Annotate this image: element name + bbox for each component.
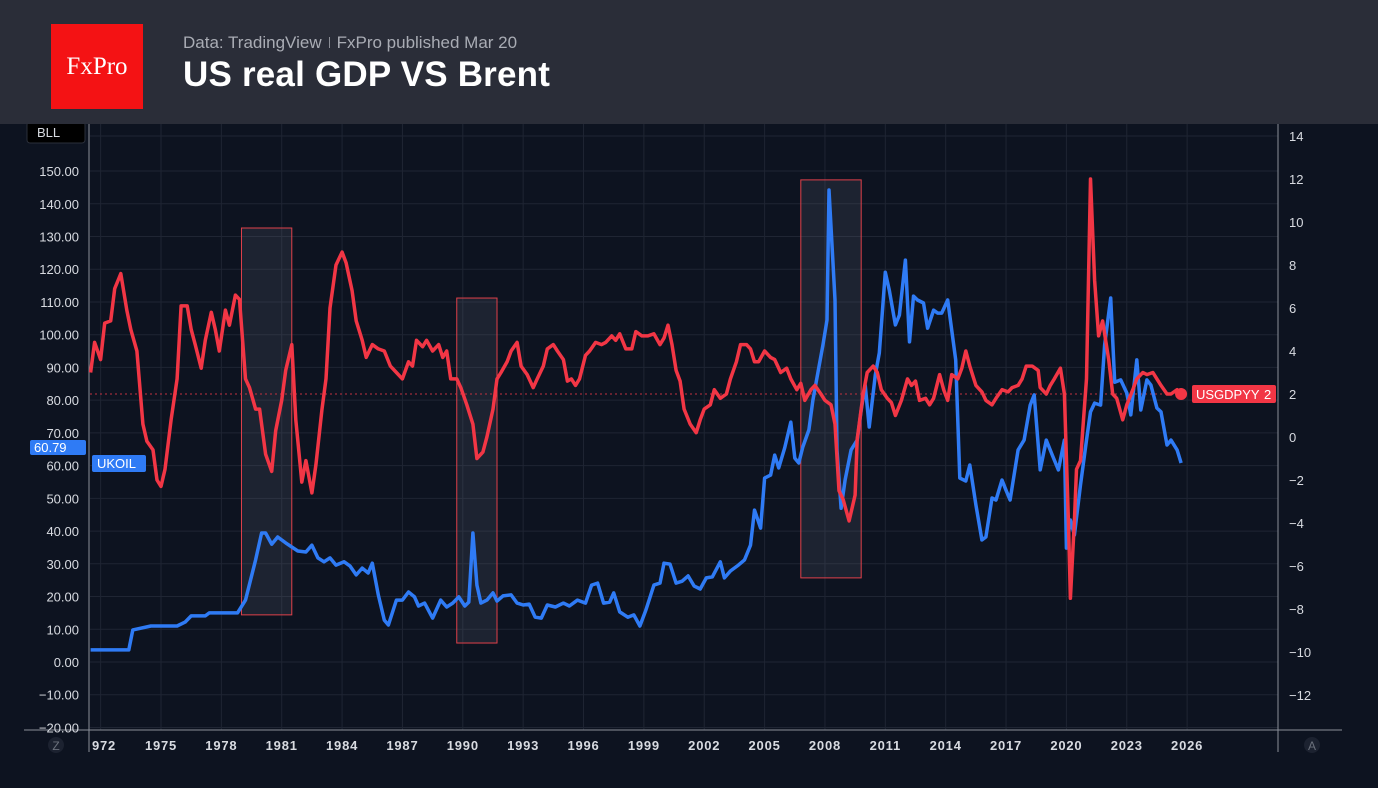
x-tick-label: 2026 xyxy=(1171,738,1203,753)
x-tick-label: 2011 xyxy=(870,738,901,753)
left-tick-label: 40.00 xyxy=(46,524,79,539)
axis-left-button[interactable]: Z xyxy=(48,737,64,753)
x-tick-label: 1987 xyxy=(386,738,418,753)
x-tick-label: 2014 xyxy=(930,738,962,753)
x-tick-label: 2008 xyxy=(809,738,841,753)
ukoil-name-box xyxy=(92,455,146,472)
x-tick-label: 1999 xyxy=(628,738,660,753)
left-tick-label: 90.00 xyxy=(46,360,79,375)
highlight-box xyxy=(240,227,293,616)
usgdpyy-line xyxy=(88,177,1183,601)
right-tick-label: −8 xyxy=(1289,602,1304,617)
button-bg xyxy=(48,737,64,753)
publisher: FxPro published Mar 20 xyxy=(336,33,518,52)
left-tick-label: 120.00 xyxy=(39,262,79,277)
x-tick-label: 1993 xyxy=(507,738,539,753)
left-tick-label: 150.00 xyxy=(39,164,79,179)
left-tick-label: 20.00 xyxy=(46,590,79,605)
right-tick-label: 6 xyxy=(1289,301,1296,316)
right-tick-label: 4 xyxy=(1289,344,1296,359)
right-tick-label: 10 xyxy=(1289,215,1303,230)
left-tick-label: 110.00 xyxy=(40,295,79,310)
divider xyxy=(328,37,330,48)
fxpro-logo: FxPro xyxy=(51,24,143,109)
right-tick-label: 8 xyxy=(1289,258,1296,273)
left-tick-label: 130.00 xyxy=(39,230,79,245)
right-tick-label: 14 xyxy=(1289,129,1303,144)
left-tick-label: 0.00 xyxy=(54,655,79,670)
usgdpyy-value: 2 xyxy=(1264,387,1271,402)
left-tick-label: 70.00 xyxy=(46,426,79,441)
chart-title: US real GDP VS Brent xyxy=(183,55,551,94)
x-tick-label: 972 xyxy=(92,738,116,753)
logo-text: FxPro xyxy=(66,52,128,80)
series-lines xyxy=(88,177,1190,652)
axis-unit-label: BLL xyxy=(37,125,60,140)
usgdpyy-last-point xyxy=(1175,388,1188,400)
usgdpyy-label-box xyxy=(1192,385,1276,403)
left-tick-label: 60.00 xyxy=(46,459,79,474)
left-tick-label: 140.00 xyxy=(39,197,79,212)
right-tick-label: −4 xyxy=(1289,516,1304,531)
data-source: Data: TradingView xyxy=(183,33,322,52)
grid xyxy=(90,124,1278,730)
left-tick-label: 50.00 xyxy=(46,491,79,506)
left-tick-label: 30.00 xyxy=(46,557,79,572)
right-tick-label: 12 xyxy=(1289,172,1303,187)
x-tick-label: 2017 xyxy=(990,738,1022,753)
x-tick-label: 1990 xyxy=(447,738,479,753)
chart: 150.00140.00130.00120.00110.00100.0090.0… xyxy=(0,124,1378,788)
axis-unit-box xyxy=(26,124,86,144)
left-tick-label: 80.00 xyxy=(46,393,79,408)
x-tick-label: 1978 xyxy=(205,738,237,753)
header: FxPro Data: TradingView FxPro published M… xyxy=(0,0,1378,124)
left-tick-label: 100.00 xyxy=(39,328,79,343)
usgdpyy-name: USGDPYY xyxy=(1196,387,1260,402)
x-tick-label: 1975 xyxy=(145,738,177,753)
x-tick-label: 1996 xyxy=(567,738,599,753)
price-labels: 60.79 UKOIL USGDPYY 2 xyxy=(30,385,1276,472)
ukoil-line xyxy=(90,188,1183,652)
x-tick-label: 1981 xyxy=(266,738,298,753)
button-bg xyxy=(1304,737,1320,753)
button-label: Z xyxy=(52,739,59,753)
left-tick-label: −20.00 xyxy=(39,720,79,735)
subtitle: Data: TradingView FxPro published Mar 20 xyxy=(183,33,517,53)
right-tick-label: −12 xyxy=(1289,688,1311,703)
x-tick-label: 2005 xyxy=(749,738,781,753)
right-tick-label: −10 xyxy=(1289,645,1311,660)
ukoil-value: 60.79 xyxy=(34,440,67,455)
right-tick-label: 2 xyxy=(1289,387,1296,402)
x-tick-label: 2002 xyxy=(688,738,720,753)
x-tick-label: 1984 xyxy=(326,738,358,753)
x-tick-label: 2020 xyxy=(1050,738,1082,753)
chart-background xyxy=(0,124,1378,788)
ukoil-value-box xyxy=(30,440,86,455)
button-label: A xyxy=(1308,739,1316,753)
right-tick-label: 0 xyxy=(1289,430,1296,445)
left-tick-label: 10.00 xyxy=(46,622,79,637)
left-tick-label: −10.00 xyxy=(39,688,79,703)
right-tick-label: −2 xyxy=(1289,473,1304,488)
axes: 150.00140.00130.00120.00110.00100.0090.0… xyxy=(24,124,1342,753)
right-tick-label: −6 xyxy=(1289,559,1304,574)
axis-right-button[interactable]: A xyxy=(1304,737,1320,753)
x-tick-label: 2023 xyxy=(1111,738,1143,753)
ukoil-name: UKOIL xyxy=(97,456,136,471)
